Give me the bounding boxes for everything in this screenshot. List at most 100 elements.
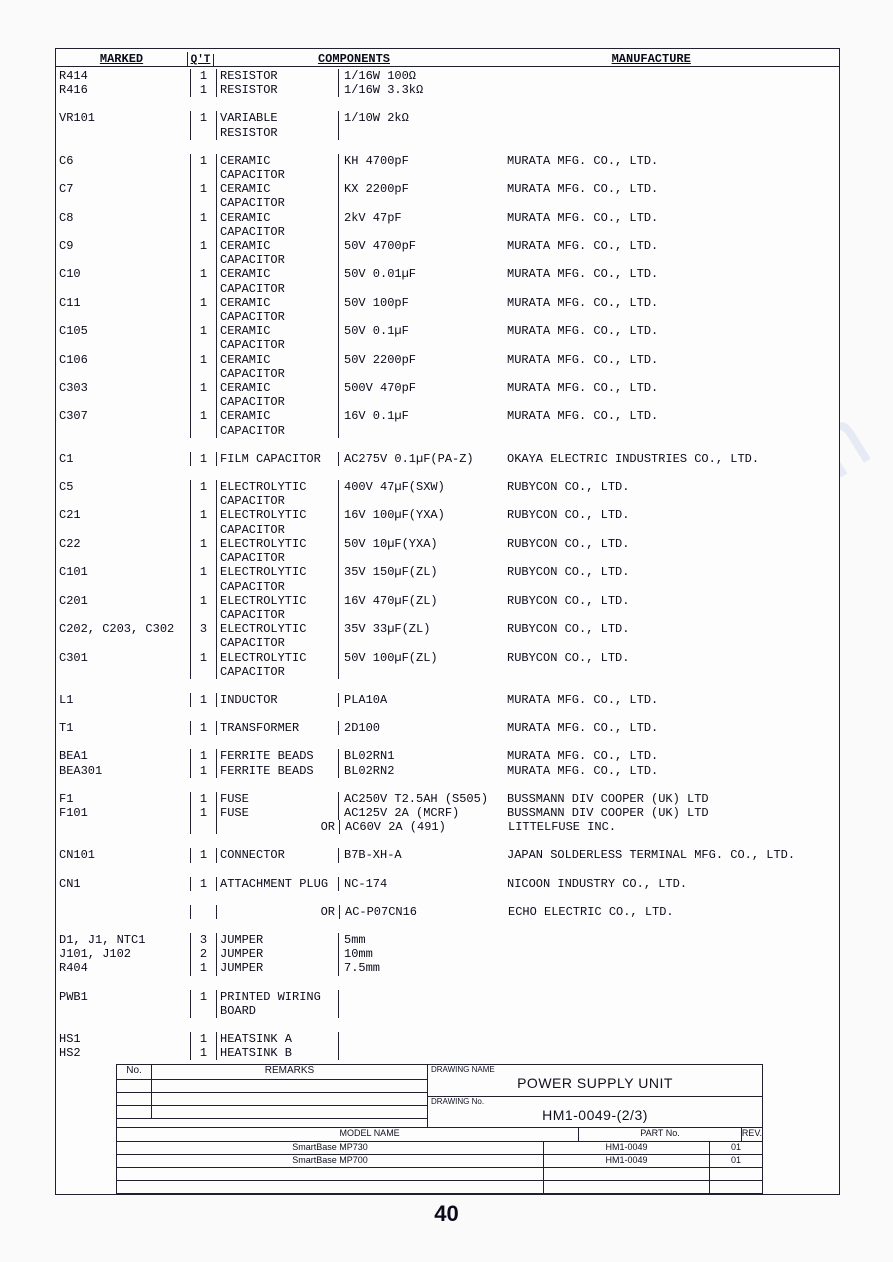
- table-row: ORAC60V 2A (491)LITTELFUSE INC.: [56, 820, 839, 834]
- spec-cell: [339, 636, 504, 650]
- type-cell: CAPACITOR: [217, 253, 339, 267]
- manufacturer-cell: [504, 395, 839, 409]
- manufacturer-cell: RUBYCON CO., LTD.: [504, 594, 839, 608]
- spec-cell: 16V 0.1µF: [339, 409, 504, 423]
- title-block: No. REMARKS DRAWING NAME POWER SUPPLY UN…: [116, 1064, 763, 1194]
- header-components: COMPONENTS: [214, 52, 494, 66]
- manufacturer-cell: MURATA MFG. CO., LTD.: [504, 154, 839, 168]
- qty-cell: [191, 494, 217, 508]
- type-cell: CAPACITOR: [217, 168, 339, 182]
- qty-cell: [191, 395, 217, 409]
- manufacturer-cell: MURATA MFG. CO., LTD.: [504, 296, 839, 310]
- spec-cell: [339, 494, 504, 508]
- qty-cell: 1: [191, 565, 217, 579]
- spec-cell: [339, 168, 504, 182]
- qty-cell: 1: [191, 806, 217, 820]
- manufacturer-cell: [504, 523, 839, 537]
- qty-cell: [191, 367, 217, 381]
- type-cell: RESISTOR: [217, 83, 339, 97]
- marked-cell: [56, 1004, 191, 1018]
- type-cell: ELECTROLYTIC: [217, 508, 339, 522]
- qty-cell: [191, 551, 217, 565]
- table-row: CN1011CONNECTORB7B-XH-AJAPAN SOLDERLESS …: [56, 848, 839, 862]
- footer-remarks-header: REMARKS: [152, 1065, 427, 1079]
- table-row: C202, C203, C3023ELECTROLYTIC35V 33µF(ZL…: [56, 622, 839, 636]
- spec-cell: B7B-XH-A: [339, 848, 504, 862]
- qty-cell: [191, 338, 217, 352]
- table-row: ORAC-P07CN16ECHO ELECTRIC CO., LTD.: [56, 905, 839, 919]
- qty-cell: [191, 225, 217, 239]
- qty-cell: 1: [191, 211, 217, 225]
- spec-cell: [339, 225, 504, 239]
- table-row: CAPACITOR: [56, 395, 839, 409]
- table-row: BEA11FERRITE BEADSBL02RN1MURATA MFG. CO.…: [56, 749, 839, 763]
- qty-cell: 1: [191, 848, 217, 862]
- marked-cell: C6: [56, 154, 191, 168]
- table-row: J101, J1022JUMPER10mm: [56, 947, 839, 961]
- manufacturer-cell: [504, 367, 839, 381]
- type-cell: CAPACITOR: [217, 608, 339, 622]
- table-row: C111CERAMIC50V 100pFMURATA MFG. CO., LTD…: [56, 296, 839, 310]
- header-marked: MARKED: [56, 52, 188, 66]
- table-row: T11TRANSFORMER2D100MURATA MFG. CO., LTD.: [56, 721, 839, 735]
- qty-cell: 1: [191, 296, 217, 310]
- marked-cell: J101, J102: [56, 947, 191, 961]
- qty-cell: 1: [191, 651, 217, 665]
- marked-cell: [56, 523, 191, 537]
- rev-header: REV.: [742, 1128, 762, 1141]
- marked-cell: VR101: [56, 111, 191, 125]
- table-row: F11FUSEAC250V T2.5AH (S505)BUSSMANN DIV …: [56, 792, 839, 806]
- table-row: L11INDUCTORPLA10AMURATA MFG. CO., LTD.: [56, 693, 839, 707]
- spec-cell: 7.5mm: [339, 961, 504, 975]
- type-cell: HEATSINK B: [217, 1046, 339, 1060]
- table-row: CAPACITOR: [56, 551, 839, 565]
- table-row: HS21HEATSINK B: [56, 1046, 839, 1060]
- marked-cell: C105: [56, 324, 191, 338]
- marked-cell: R416: [56, 83, 191, 97]
- table-row: C3011ELECTROLYTIC50V 100µF(ZL)RUBYCON CO…: [56, 651, 839, 665]
- footer-no-header: No.: [117, 1065, 152, 1079]
- spec-cell: [339, 126, 504, 140]
- table-row: C3031CERAMIC500V 470pFMURATA MFG. CO., L…: [56, 381, 839, 395]
- qty-cell: [191, 523, 217, 537]
- marked-cell: [56, 665, 191, 679]
- page-number: 40: [0, 1201, 893, 1227]
- spec-cell: [339, 990, 504, 1004]
- spec-cell: [339, 253, 504, 267]
- type-cell: ATTACHMENT PLUG: [217, 877, 339, 891]
- manufacturer-cell: [504, 990, 839, 1004]
- spec-cell: 50V 100µF(ZL): [339, 651, 504, 665]
- table-row: CAPACITOR: [56, 494, 839, 508]
- qty-cell: 1: [191, 69, 217, 83]
- table-row: BEA3011FERRITE BEADSBL02RN2MURATA MFG. C…: [56, 764, 839, 778]
- type-cell: RESISTOR: [217, 69, 339, 83]
- type-cell: BOARD: [217, 1004, 339, 1018]
- manufacturer-cell: [504, 636, 839, 650]
- type-cell: JUMPER: [217, 933, 339, 947]
- parts-list-table: MARKED Q'T COMPONENTS MANUFACTURE R4141R…: [55, 48, 840, 1195]
- type-cell: VARIABLE: [217, 111, 339, 125]
- type-cell: FUSE: [217, 806, 339, 820]
- header-qt: Q'T: [188, 54, 214, 66]
- qty-cell: 1: [191, 239, 217, 253]
- type-cell: CERAMIC: [217, 324, 339, 338]
- manufacturer-cell: NICOON INDUSTRY CO., LTD.: [504, 877, 839, 891]
- spec-cell: [339, 310, 504, 324]
- marked-cell: C307: [56, 409, 191, 423]
- manufacturer-cell: OKAYA ELECTRIC INDUSTRIES CO., LTD.: [504, 452, 839, 466]
- type-cell: ELECTROLYTIC: [217, 594, 339, 608]
- table-row: R4141RESISTOR1/16W 100Ω: [56, 69, 839, 83]
- qty-cell: 1: [191, 693, 217, 707]
- type-cell: CAPACITOR: [217, 494, 339, 508]
- model-name-header: MODEL NAME: [117, 1128, 579, 1141]
- marked-cell: C1: [56, 452, 191, 466]
- qty-cell: [191, 665, 217, 679]
- spec-cell: AC275V 0.1µF(PA-Z): [339, 452, 504, 466]
- table-row: CAPACITOR: [56, 338, 839, 352]
- table-row: PWB11PRINTED WIRING: [56, 990, 839, 1004]
- marked-cell: [56, 367, 191, 381]
- marked-cell: C301: [56, 651, 191, 665]
- manufacturer-cell: LITTELFUSE INC.: [505, 820, 839, 834]
- spec-cell: [339, 424, 504, 438]
- marked-cell: [56, 168, 191, 182]
